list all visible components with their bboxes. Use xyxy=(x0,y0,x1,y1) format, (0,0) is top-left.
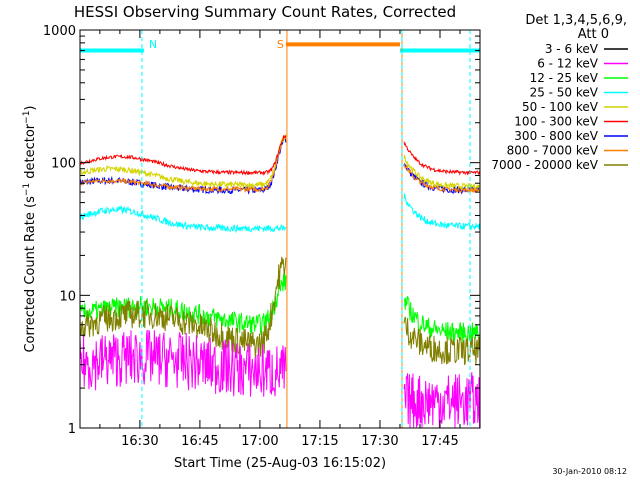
x-tick-label: 16:30 xyxy=(121,434,158,449)
flag-layer xyxy=(80,42,480,53)
legend-entry-label: 50 - 100 keV xyxy=(522,100,599,114)
series-line xyxy=(79,271,287,336)
chart-title: HESSI Observing Summary Count Rates, Cor… xyxy=(74,3,456,21)
axis-layer: 1 10 100 1000 16:30 16:45 17:00 17:15 17:30 17:45 xyxy=(43,24,481,449)
series-line xyxy=(403,316,481,366)
x-axis-label: Start Time (25-Aug-03 16:15:02) xyxy=(174,456,386,471)
flag-label: S xyxy=(277,38,284,51)
legend-entry-label: 12 - 25 keV xyxy=(530,71,599,85)
series-line xyxy=(79,136,287,194)
y-axis-label-main: Corrected Count Rate (s xyxy=(23,196,38,353)
legend-title: Det 1,3,4,5,6,9, xyxy=(525,13,627,28)
timestamp: 30-Jan-2010 08:12 xyxy=(552,467,627,476)
series-line xyxy=(403,155,481,191)
series-line xyxy=(403,372,481,429)
y-tick-label: 100 xyxy=(51,157,76,172)
x-tick-label: 17:45 xyxy=(421,434,458,449)
series-layer xyxy=(79,134,481,429)
y-tick-label: 1 xyxy=(68,422,76,437)
y-axis-label-mid: detector xyxy=(23,123,38,183)
series-line xyxy=(79,329,287,397)
x-tick-label: 17:15 xyxy=(301,434,338,449)
flag-label: N xyxy=(149,38,157,51)
series-line xyxy=(79,256,287,359)
x-tick-label: 16:45 xyxy=(181,434,218,449)
y-axis-label-close: ) xyxy=(23,105,38,110)
legend-subtitle: Att 0 xyxy=(578,27,609,42)
x-tick-label: 17:30 xyxy=(361,434,398,449)
legend-entry-label: 100 - 300 keV xyxy=(514,115,598,129)
series-line xyxy=(79,134,287,189)
series-line xyxy=(79,134,287,177)
y-tick-label: 10 xyxy=(59,289,76,304)
legend-entry-label: 3 - 6 keV xyxy=(545,42,599,56)
legend-entry-label: 300 - 800 keV xyxy=(514,129,598,143)
y-axis-label-exp2: −1 xyxy=(22,111,32,124)
legend-entry-label: 6 - 12 keV xyxy=(537,57,599,71)
y-tick-label: 1000 xyxy=(43,24,76,39)
legend-entry-label: 25 - 50 keV xyxy=(530,86,599,100)
legend-entry-label: 800 - 7000 keV xyxy=(507,144,599,158)
series-line xyxy=(403,141,481,176)
series-line xyxy=(79,204,287,234)
y-axis-label: Corrected Count Rate (s−1 detector−1) xyxy=(22,105,38,352)
x-tick-label: 17:00 xyxy=(241,434,278,449)
series-line xyxy=(403,163,481,194)
y-axis-label-exp1: −1 xyxy=(22,183,32,196)
series-line xyxy=(403,193,481,231)
legend-entry-label: 7000 - 20000 keV xyxy=(491,158,598,172)
